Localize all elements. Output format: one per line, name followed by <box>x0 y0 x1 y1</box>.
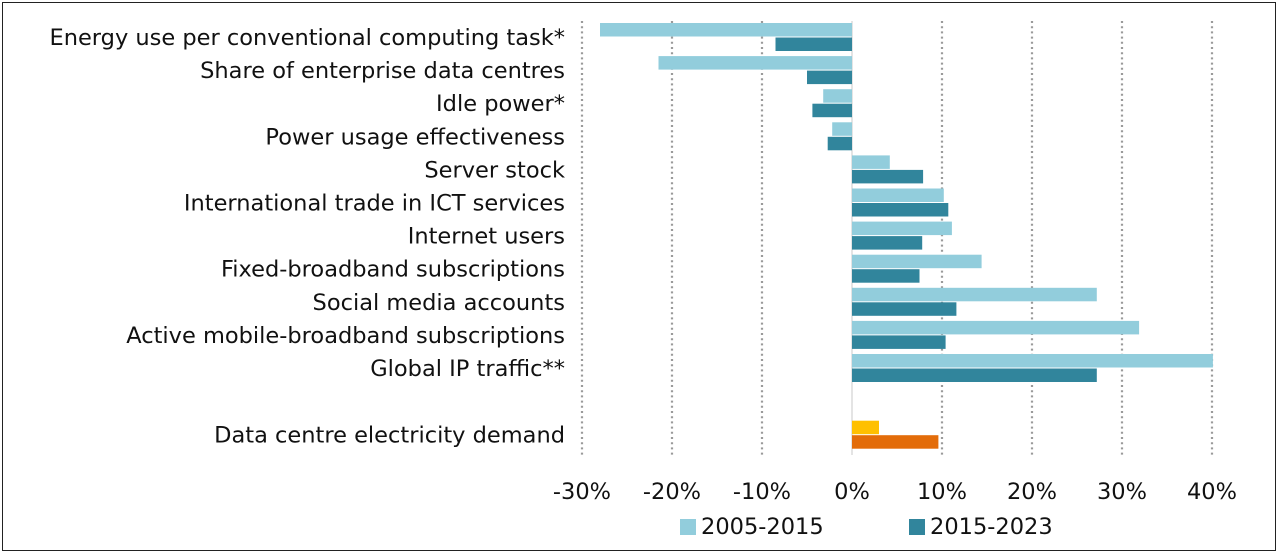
bar-energy-use-per-conventional-computing-task-2005-2015 <box>600 23 852 37</box>
bar-active-mobile-broadband-subscriptions-2015-2023 <box>852 335 946 349</box>
x-tick-label: 0% <box>834 479 870 505</box>
x-tick-label: 20% <box>1007 479 1057 505</box>
legend: 2005-2015 2015-2023 <box>680 514 1053 540</box>
legend-label-2005-2015: 2005-2015 <box>701 514 824 540</box>
bar-data-centre-electricity-demand-2005-2015 <box>852 420 879 435</box>
bar-share-of-enterprise-data-centres-2015-2023 <box>807 70 852 85</box>
bar-server-stock-2005-2015 <box>852 155 890 169</box>
x-axis-tick-labels: -30% -20% -10% 0% 10% 20% 30% 40% <box>553 479 1237 505</box>
category-label-international-trade-in-ict-services: International trade in ICT services <box>184 191 565 217</box>
category-label-idle-power: Idle power* <box>436 91 565 117</box>
bar-social-media-accounts-2005-2015 <box>852 287 1097 302</box>
category-label-fixed-broadband-subscriptions: Fixed-broadband subscriptions <box>221 257 565 283</box>
category-labels: Energy use per conventional computing ta… <box>49 25 565 449</box>
category-label-energy-use-per-conventional-computing-task: Energy use per conventional computing ta… <box>49 25 565 51</box>
bar-internet-users-2005-2015 <box>852 221 952 236</box>
legend-swatch-2015-2023 <box>909 519 925 535</box>
bar-international-trade-in-ict-services-2015-2023 <box>852 203 949 217</box>
bar-data-centre-electricity-demand-2015-2023 <box>852 435 939 449</box>
legend-label-2015-2023: 2015-2023 <box>930 514 1053 540</box>
bar-server-stock-2015-2023 <box>852 169 924 184</box>
category-label-active-mobile-broadband-subscriptions: Active mobile-broadband subscriptions <box>126 323 565 349</box>
category-label-global-ip-traffic: Global IP traffic** <box>370 356 565 382</box>
x-tick-label: 40% <box>1187 479 1237 505</box>
bar-idle-power-2015-2023 <box>812 103 852 118</box>
x-tick-label: -20% <box>643 479 701 505</box>
legend-swatch-2005-2015 <box>680 519 696 535</box>
bar-global-ip-traffic-2005-2015 <box>852 354 1213 368</box>
category-label-server-stock: Server stock <box>424 157 565 183</box>
bar-idle-power-2005-2015 <box>823 89 852 103</box>
bar-global-ip-traffic-2015-2023 <box>852 368 1097 382</box>
bar-social-media-accounts-2015-2023 <box>852 302 957 316</box>
category-label-social-media-accounts: Social media accounts <box>313 290 565 316</box>
bar-fixed-broadband-subscriptions-2015-2023 <box>852 269 920 283</box>
bar-power-usage-effectiveness-2005-2015 <box>832 122 852 136</box>
x-tick-label: 30% <box>1097 479 1147 505</box>
category-label-internet-users: Internet users <box>408 224 565 250</box>
category-label-power-usage-effectiveness: Power usage effectiveness <box>265 124 565 150</box>
bars <box>600 23 1213 449</box>
bar-active-mobile-broadband-subscriptions-2005-2015 <box>852 320 1140 335</box>
x-tick-label: -10% <box>733 479 791 505</box>
bar-share-of-enterprise-data-centres-2005-2015 <box>658 56 852 70</box>
bar-fixed-broadband-subscriptions-2005-2015 <box>852 254 982 269</box>
bar-energy-use-per-conventional-computing-task-2015-2023 <box>775 37 852 51</box>
bar-international-trade-in-ict-services-2005-2015 <box>852 188 944 202</box>
x-tick-label: -30% <box>553 479 611 505</box>
x-tick-label: 10% <box>917 479 967 505</box>
category-label-data-centre-electricity-demand: Data centre electricity demand <box>214 423 565 449</box>
bar-chart: Energy use per conventional computing ta… <box>49 21 1237 540</box>
bar-power-usage-effectiveness-2015-2023 <box>827 136 852 151</box>
category-label-share-of-enterprise-data-centres: Share of enterprise data centres <box>200 58 565 84</box>
bar-internet-users-2015-2023 <box>852 236 923 250</box>
